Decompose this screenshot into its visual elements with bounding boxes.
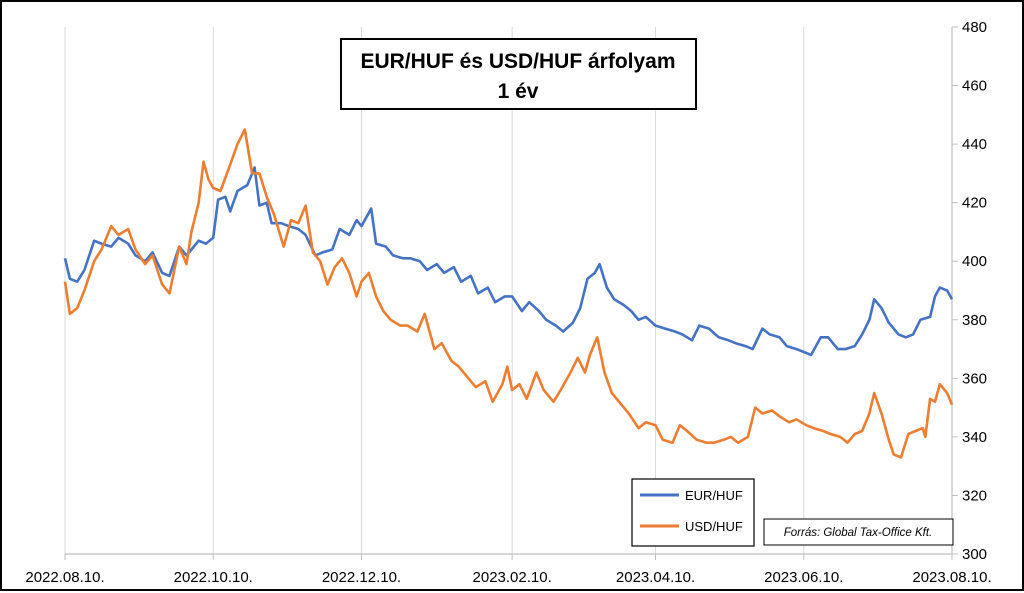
x-axis-ticks: 2022.08.10. 2022.10.10. 2022.12.10. 2023.02… [25,554,992,586]
legend-label-usd-huf: USD/HUF [685,519,743,534]
x-tick-label: 2023.02.10. [473,569,552,586]
x-tick-label: 2023.04.10. [616,569,695,586]
y-tick-label: 440 [962,136,987,153]
title-box-border [340,38,697,110]
title-box: EUR/HUF és USD/HUF árfolyam 1 év [340,38,697,110]
y-tick-label: 380 [962,312,987,329]
series-line-usd-huf [63,128,954,459]
legend-label-eur-huf: EUR/HUF [685,488,743,503]
series-line-eur-huf [63,166,954,357]
y-tick-label: 320 [962,487,987,504]
chart-subtitle: 1 év [498,80,539,103]
source-note: Forrás: Global Tax-Office Kft. [763,518,954,546]
x-tick-label: 2022.12.10. [322,569,401,586]
x-tick-label: 2022.10.10. [174,569,253,586]
y-tick-label: 480 [962,19,987,36]
y-tick-label: 400 [962,253,987,270]
y-axis-ticks: 300 320 340 360 380 400 420 440 460 480 [952,19,987,563]
x-tick-label: 2023.08.10. [912,569,991,586]
y-tick-label: 420 [962,195,987,212]
y-tick-label: 360 [962,370,987,387]
series-lines [63,128,954,459]
source-label: Forrás: Global Tax-Office Kft. [784,527,932,539]
legend: EUR/HUF USD/HUF [631,478,755,547]
y-tick-label: 460 [962,78,987,95]
x-tick-label: 2022.08.10. [25,569,104,586]
y-tick-label: 300 [962,546,987,563]
source-box [763,518,954,546]
x-tick-label: 2023.06.10. [764,569,843,586]
y-tick-label: 340 [962,429,987,446]
chart-title: EUR/HUF és USD/HUF árfolyam [360,50,675,73]
legend-box [631,478,755,547]
